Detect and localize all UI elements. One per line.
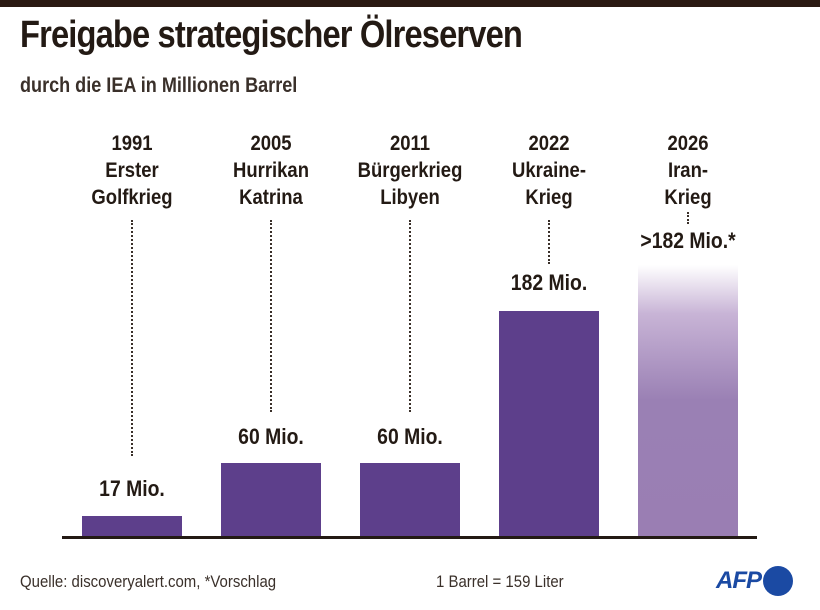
value-label: >182 Mio.* (640, 228, 736, 253)
chart-subtitle: durch die IEA in Millionen Barrel (20, 74, 298, 97)
event-label: Ukraine- (512, 159, 586, 182)
event-label: Bürgerkrieg (357, 159, 463, 182)
event-label: Libyen (380, 186, 440, 209)
bar-group-2011: 2011 Bürgerkrieg Libyen 60 Mio. (350, 0, 470, 610)
bar-group-2022: 2022 Ukraine- Krieg 182 Mio. (489, 0, 609, 610)
leader-line (409, 220, 411, 412)
afp-logo-circle-icon (763, 566, 793, 596)
bar-1991 (82, 516, 182, 536)
x-axis-baseline (62, 536, 757, 539)
bar-group-2005: 2005 Hurrikan Katrina 60 Mio. (211, 0, 331, 610)
leader-line (131, 220, 133, 456)
chart-title: Freigabe strategischer Ölreserven (20, 14, 523, 56)
source-note: Quelle: discoveryalert.com, *Vorschlag (20, 572, 277, 591)
bar-2026-proposed (638, 265, 738, 536)
event-label: Katrina (239, 186, 303, 209)
year-label: 2005 (250, 132, 292, 155)
event-label: Erster (105, 159, 159, 182)
bar-2011 (360, 463, 460, 536)
leader-line (548, 220, 550, 264)
afp-logo: AFP (716, 566, 793, 596)
year-label: 2026 (667, 132, 709, 155)
year-label: 2011 (389, 132, 431, 155)
bar-group-1991: 1991 Erster Golfkrieg 17 Mio. (72, 0, 192, 610)
bar-group-2026: 2026 Iran- Krieg >182 Mio.* (628, 0, 748, 610)
top-rule (0, 0, 820, 7)
leader-line (687, 212, 689, 224)
value-label: 182 Mio. (510, 270, 588, 295)
event-label: Hurrikan (232, 159, 309, 182)
leader-line (270, 220, 272, 412)
afp-logo-text: AFP (716, 567, 762, 594)
bar-2005 (221, 463, 321, 536)
unit-note: 1 Barrel = 159 Liter (436, 572, 564, 591)
year-label: 1991 (111, 132, 153, 155)
value-label: 17 Mio. (99, 476, 165, 501)
event-label: Iran- (667, 159, 709, 182)
event-label: Krieg (525, 186, 573, 209)
event-label: Golfkrieg (91, 186, 173, 209)
value-label: 60 Mio. (238, 424, 304, 449)
event-label: Krieg (664, 186, 712, 209)
value-label: 60 Mio. (377, 424, 443, 449)
year-label: 2022 (528, 132, 570, 155)
bar-2022 (499, 311, 599, 536)
